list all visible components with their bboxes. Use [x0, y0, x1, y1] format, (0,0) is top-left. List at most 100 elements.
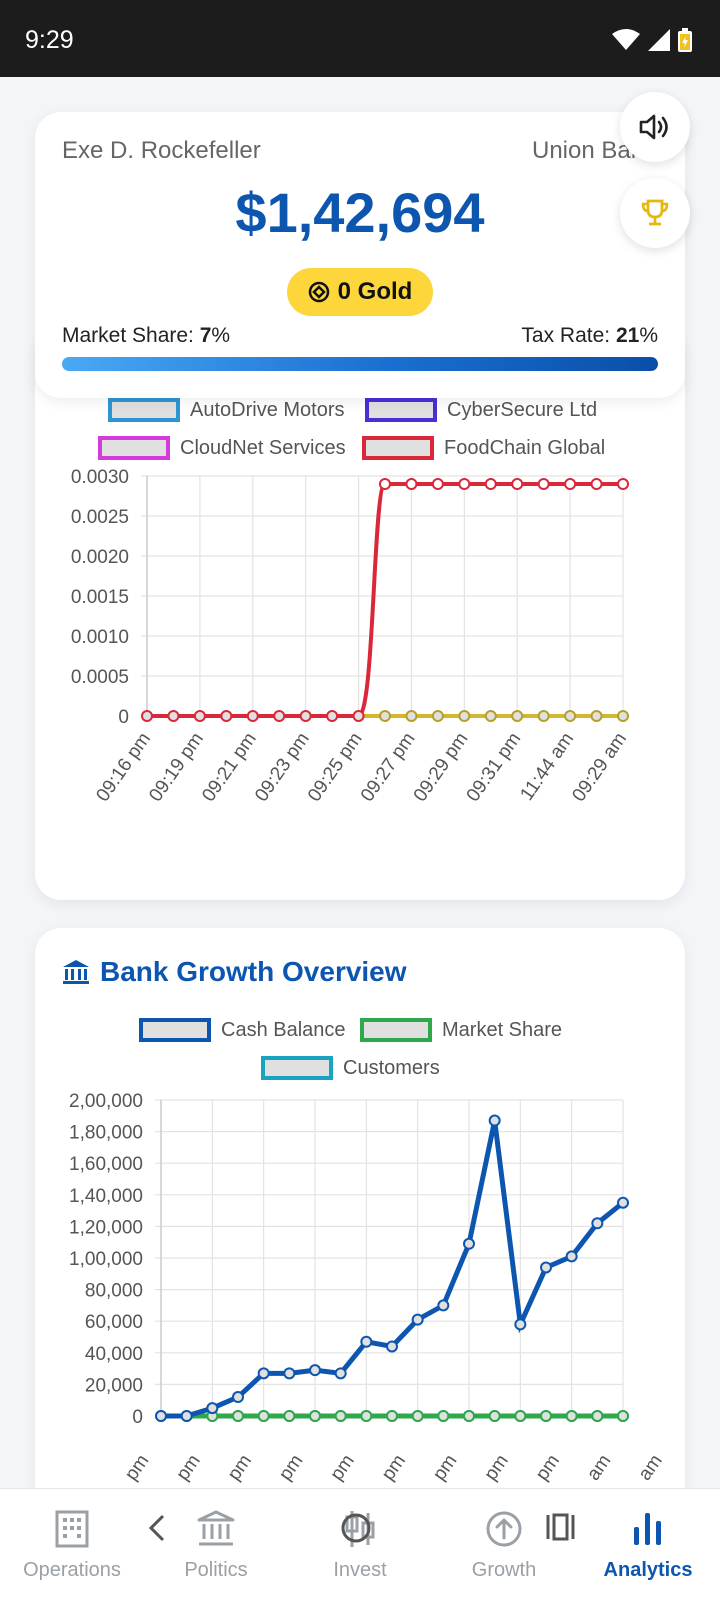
- data-point: [488, 1114, 501, 1127]
- wifi-icon: [612, 29, 640, 50]
- series-line: [147, 482, 623, 718]
- bank-icon: [63, 960, 89, 984]
- data-point: [326, 710, 339, 722]
- data-point: [309, 1364, 321, 1377]
- nav-label: Analytics: [603, 1559, 693, 1581]
- data-point: [617, 478, 629, 490]
- data-point: [309, 1410, 321, 1422]
- tax-rate-label: Tax Rate:: [521, 324, 616, 347]
- bottom-navigation: Operations Politics Invest Growth Analyt…: [0, 1488, 720, 1600]
- legend-swatch: [98, 436, 170, 460]
- data-point: [540, 1410, 552, 1422]
- data-point: [565, 1410, 578, 1422]
- x-tick-label: pm: [275, 1451, 307, 1485]
- gold-badge[interactable]: 0 Gold: [287, 268, 433, 316]
- market-share-value: 7: [199, 324, 212, 347]
- back-icon[interactable]: [145, 1508, 171, 1548]
- nav-label: Operations: [23, 1559, 121, 1581]
- data-point: [411, 1410, 424, 1422]
- nav-label: Invest: [333, 1559, 387, 1581]
- x-tick-label: pm: [378, 1451, 410, 1485]
- legend-item[interactable]: CloudNet Services: [98, 436, 346, 460]
- y-tick-label: 2,00,000: [69, 1091, 143, 1112]
- y-tick-label: 1,60,000: [69, 1154, 143, 1175]
- status-time: 9:29: [25, 26, 74, 54]
- data-point: [405, 710, 418, 722]
- data-point: [463, 1237, 475, 1250]
- recents-icon[interactable]: [545, 1510, 577, 1544]
- data-point: [511, 478, 524, 490]
- nav-operations[interactable]: Operations: [0, 1489, 144, 1600]
- home-icon[interactable]: [338, 1510, 374, 1546]
- y-tick-label: 60,000: [85, 1312, 143, 1333]
- section-title: Bank Growth Overview: [62, 956, 407, 988]
- data-point: [437, 1299, 450, 1312]
- arrow-up-circle-icon: [486, 1511, 522, 1547]
- legend-label: CyberSecure Ltd: [447, 398, 598, 421]
- gold-amount: 0 Gold: [337, 278, 413, 305]
- data-point: [537, 478, 550, 490]
- data-point: [257, 1410, 270, 1422]
- data-point: [484, 710, 497, 722]
- x-tick-label: am: [583, 1451, 615, 1485]
- data-point: [334, 1367, 347, 1380]
- data-point: [537, 710, 550, 722]
- legend-item[interactable]: Cash Balance: [139, 1018, 346, 1042]
- y-tick-label: 0.0025: [71, 507, 129, 528]
- data-point: [617, 1410, 629, 1422]
- data-point: [283, 1410, 296, 1422]
- legend-label: AutoDrive Motors: [190, 398, 345, 421]
- y-tick-label: 0: [132, 1407, 143, 1428]
- data-point: [590, 710, 603, 722]
- data-point: [379, 710, 391, 722]
- y-tick-label: 0: [118, 707, 129, 728]
- tax-rate-stat: Tax Rate: 21%: [521, 324, 658, 348]
- y-tick-label: 40,000: [85, 1344, 143, 1365]
- bar-chart-icon: [634, 1513, 661, 1545]
- data-point: [564, 478, 577, 490]
- y-tick-label: 0.0030: [71, 468, 129, 488]
- legend-swatch: [362, 436, 434, 460]
- legend-label: FoodChain Global: [444, 436, 606, 459]
- data-point: [458, 710, 471, 722]
- nav-label: Politics: [184, 1559, 248, 1581]
- x-tick-label: 09:31 pm: [463, 729, 526, 806]
- data-point: [352, 710, 365, 722]
- market-share-percent: %: [211, 324, 231, 347]
- status-icons: [612, 28, 692, 52]
- data-point: [334, 1410, 347, 1422]
- legend-swatch: [360, 1018, 432, 1042]
- y-tick-label: 20,000: [85, 1375, 143, 1396]
- legend-item[interactable]: FoodChain Global: [362, 436, 605, 460]
- x-tick-label: pm: [326, 1451, 358, 1485]
- market-share-stat: Market Share: 7%: [62, 324, 230, 348]
- x-tick-label: 09:29 am: [568, 729, 631, 806]
- y-tick-label: 1,80,000: [69, 1123, 143, 1144]
- y-tick-label: 0.0020: [71, 547, 129, 568]
- legend-item[interactable]: CyberSecure Ltd: [365, 398, 597, 422]
- data-point: [379, 478, 391, 490]
- legend-swatch: [261, 1056, 333, 1080]
- nav-politics[interactable]: Politics: [144, 1489, 288, 1600]
- data-point: [458, 478, 471, 490]
- legend-item[interactable]: Customers: [261, 1056, 440, 1080]
- legend-item[interactable]: AutoDrive Motors: [108, 398, 345, 422]
- market-share-label: Market Share:: [62, 324, 200, 347]
- nav-growth[interactable]: Growth: [432, 1489, 576, 1600]
- data-point: [386, 1340, 398, 1353]
- leaderboard-button[interactable]: [620, 178, 690, 248]
- sound-button[interactable]: [620, 92, 690, 162]
- nav-analytics[interactable]: Analytics: [576, 1489, 720, 1600]
- bank-growth-card: Bank Growth Overview Cash Balance Market…: [35, 928, 685, 1568]
- data-point: [360, 1410, 373, 1422]
- data-point: [540, 1261, 552, 1274]
- legend-item[interactable]: Market Share: [360, 1018, 562, 1042]
- legend-swatch: [139, 1018, 211, 1042]
- legend-label: Customers: [343, 1056, 440, 1079]
- x-tick-label: am: [634, 1451, 666, 1485]
- coin-icon: [308, 281, 329, 303]
- signal-icon: [648, 29, 670, 51]
- y-tick-label: 80,000: [85, 1281, 143, 1302]
- data-point: [193, 710, 206, 722]
- market-progress-bar: [62, 357, 658, 371]
